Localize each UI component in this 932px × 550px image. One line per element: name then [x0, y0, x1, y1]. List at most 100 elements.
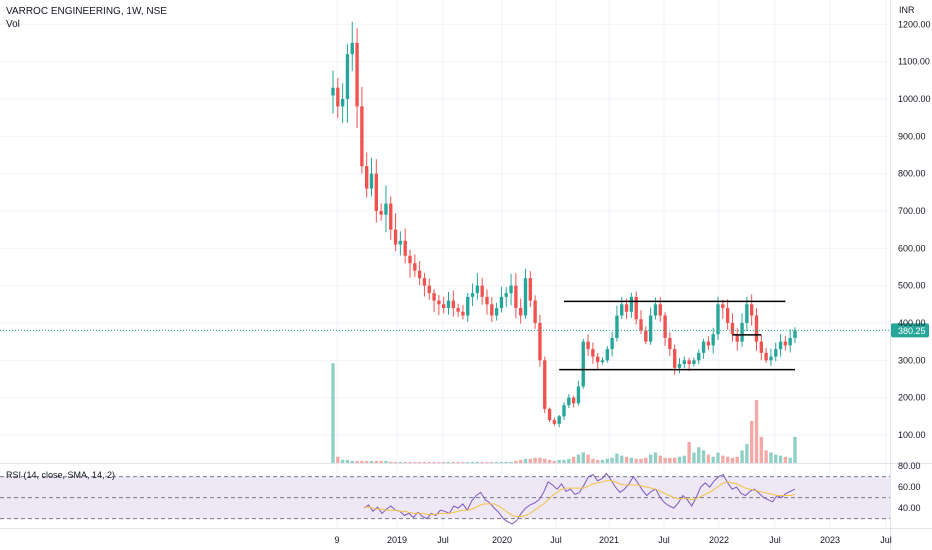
candle-body — [422, 278, 427, 286]
volume-bar — [576, 454, 581, 463]
candle-body — [639, 319, 643, 331]
volume-bar — [769, 452, 773, 463]
volume-bar — [340, 459, 345, 463]
volume-bar — [586, 454, 590, 463]
candle-body — [384, 203, 388, 215]
candle-body — [499, 296, 504, 309]
volume-bar — [365, 460, 369, 463]
volume-bar — [470, 461, 475, 463]
rsi-pane — [0, 472, 890, 525]
candle-body — [673, 349, 677, 368]
volume-bar — [591, 458, 595, 463]
price-tick-label: 700.00 — [898, 206, 926, 216]
candle-body — [437, 300, 441, 305]
candle-body — [408, 255, 412, 264]
current-price-value: 380.25 — [898, 326, 926, 336]
volume-bar — [610, 457, 614, 463]
volume-bar — [461, 461, 465, 463]
candle-body — [735, 334, 739, 342]
candle-body — [581, 341, 585, 387]
candle-body — [466, 296, 470, 316]
volume-bar — [499, 461, 504, 463]
volume-bar — [557, 459, 561, 463]
volume-bar — [494, 461, 499, 463]
volume-bar — [374, 460, 378, 463]
volume-bar — [490, 461, 494, 463]
volume-bar — [504, 461, 508, 463]
volume-bar — [673, 457, 677, 463]
volume-bar — [701, 450, 706, 463]
volume-bar — [437, 461, 441, 463]
candle-body — [514, 285, 518, 309]
volume-bar — [369, 460, 374, 463]
volume-bar — [774, 454, 778, 463]
candle-body — [374, 173, 378, 211]
volume-bar — [600, 459, 605, 463]
current-price-badge — [891, 323, 929, 338]
candle-body — [369, 173, 374, 189]
volume-bar — [793, 436, 797, 463]
candle-body — [605, 349, 609, 361]
time-tick-label: 2019 — [387, 535, 407, 545]
candle-body — [519, 308, 523, 316]
rsi-tick-label: 40.00 — [898, 503, 921, 513]
volume-bar — [788, 457, 792, 463]
candle-body — [398, 240, 403, 245]
candle-body — [711, 334, 715, 346]
volume-bars — [331, 363, 797, 463]
volume-bar — [514, 460, 518, 463]
candle-body — [629, 296, 634, 312]
volume-bar — [519, 459, 523, 463]
price-tick-label: 500.00 — [898, 281, 926, 291]
volume-bar — [644, 457, 648, 463]
time-tick-label: Jul — [769, 535, 781, 545]
volume-bar — [485, 461, 489, 463]
volume-bar — [398, 461, 403, 463]
volume-bar — [379, 460, 383, 463]
volume-bar — [730, 457, 735, 463]
time-tick-label: 9 — [334, 535, 339, 545]
volume-bar — [692, 452, 696, 463]
volume-bar — [432, 461, 436, 463]
volume-bar — [725, 456, 730, 463]
candle-body — [750, 304, 754, 316]
volume-bar — [389, 461, 393, 463]
candle-body — [480, 285, 484, 297]
currency-label: INR — [899, 5, 915, 15]
volume-bar — [750, 421, 754, 463]
volume-bar — [567, 458, 571, 463]
candle-body — [586, 341, 590, 350]
candle-body — [774, 349, 778, 357]
candle-body — [403, 240, 407, 256]
volume-bar — [543, 458, 547, 463]
time-tick-label: 2020 — [492, 535, 512, 545]
candle-body — [345, 54, 350, 99]
volume-bar — [336, 456, 340, 463]
candle-body — [562, 405, 566, 417]
candle-body — [687, 360, 691, 365]
time-tick-label: Jul — [550, 535, 562, 545]
price-tick-label: 900.00 — [898, 131, 926, 141]
volume-bar — [620, 455, 624, 463]
volume-bar — [716, 452, 720, 463]
volume-bar — [668, 457, 672, 463]
candle-body — [668, 337, 672, 350]
candle-body — [461, 311, 465, 316]
volume-bar — [538, 457, 542, 463]
volume-label: Vol — [6, 19, 20, 30]
candle-body — [336, 87, 340, 107]
candle-body — [793, 330, 797, 338]
volume-bar — [466, 461, 470, 463]
candle-body — [610, 337, 614, 350]
volume-bar — [663, 457, 667, 463]
candle-body — [413, 263, 417, 271]
candle-body — [634, 296, 638, 320]
candle-body — [456, 308, 460, 312]
volume-bar — [677, 456, 682, 463]
volume-bar — [759, 436, 763, 463]
volume-bar — [408, 461, 412, 463]
candle-body — [543, 360, 547, 409]
candle-body — [442, 304, 446, 309]
candle-body — [682, 360, 686, 365]
